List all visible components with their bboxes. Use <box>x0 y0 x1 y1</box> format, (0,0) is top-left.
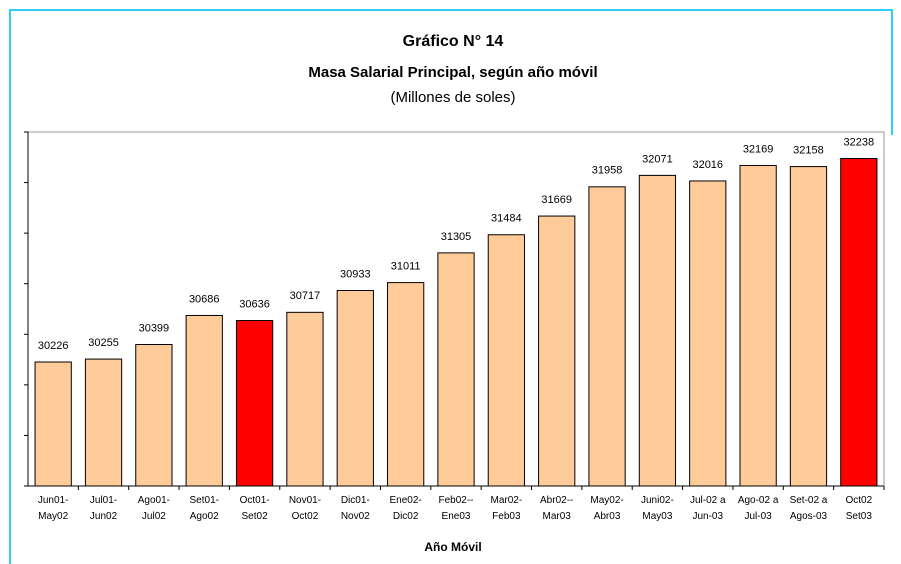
value-label: 30933 <box>340 268 371 280</box>
bar <box>638 174 677 487</box>
bar <box>235 320 274 487</box>
bar <box>487 234 525 487</box>
chart-title: Gráfico N° 14 <box>403 33 504 50</box>
bar <box>538 215 576 487</box>
x-tick-label: Jul-02 a Jun-03 <box>690 495 726 522</box>
bar <box>185 314 223 487</box>
x-tick-label: Feb02--Ene03 <box>438 495 473 522</box>
value-label: 30226 <box>38 340 69 352</box>
x-tick-label: Oct02 Set03 <box>845 495 872 522</box>
x-tick-label: May02-Abr03 <box>590 495 623 522</box>
x-tick-label: Abr02--Mar03 <box>540 495 573 522</box>
bar <box>437 252 475 487</box>
value-label: 30255 <box>88 337 119 349</box>
bar <box>840 157 878 487</box>
chart-subtitle: Masa Salarial Principal, según año móvil <box>308 64 597 81</box>
x-tick-label: Mar02-Feb03 <box>491 495 523 522</box>
x-tick-label: Jun01-May02 <box>38 495 69 522</box>
value-label: 32071 <box>642 153 673 165</box>
value-label: 30686 <box>189 293 220 305</box>
x-tick-label: Ene02-Dic02 <box>390 495 422 522</box>
x-tick-label: Set01-Ago02 <box>190 495 220 522</box>
x-tick-label: Set-02 a Agos-03 <box>790 495 828 522</box>
bar <box>34 361 72 487</box>
bar <box>689 180 727 487</box>
bar <box>588 186 626 487</box>
value-label: 31305 <box>441 231 472 243</box>
x-tick-label: Dic01-Nov02 <box>341 495 370 522</box>
x-tick-label: Nov01-Oct02 <box>289 495 321 522</box>
x-tick-label: Oct01-Set02 <box>240 495 270 522</box>
bar <box>336 289 374 487</box>
value-label: 32238 <box>844 136 875 148</box>
value-label: 30636 <box>239 298 270 310</box>
value-label: 32169 <box>743 143 774 155</box>
value-label: 31011 <box>391 261 421 273</box>
value-label: 31958 <box>592 165 623 177</box>
bar <box>84 358 123 487</box>
value-label: 30717 <box>290 290 321 302</box>
chart-units: (Millones de soles) <box>390 89 515 106</box>
x-tick-label: Jul01-Jun02 <box>90 495 118 522</box>
bar <box>135 344 173 487</box>
bar <box>739 164 777 487</box>
x-axis-label: Año Móvil <box>424 540 481 554</box>
value-label: 32158 <box>793 144 824 156</box>
x-tick-label: Ago01-Jul02 <box>138 495 170 522</box>
bar <box>387 282 425 487</box>
x-tick-label: Juni02-May03 <box>641 495 674 522</box>
value-label: 31484 <box>491 213 522 225</box>
bar <box>286 311 324 487</box>
value-label: 31669 <box>541 194 572 206</box>
value-label: 30399 <box>139 322 170 334</box>
value-label: 32016 <box>692 159 723 171</box>
x-tick-label: Ago-02 a Jul-03 <box>738 495 779 522</box>
bar <box>789 166 828 487</box>
